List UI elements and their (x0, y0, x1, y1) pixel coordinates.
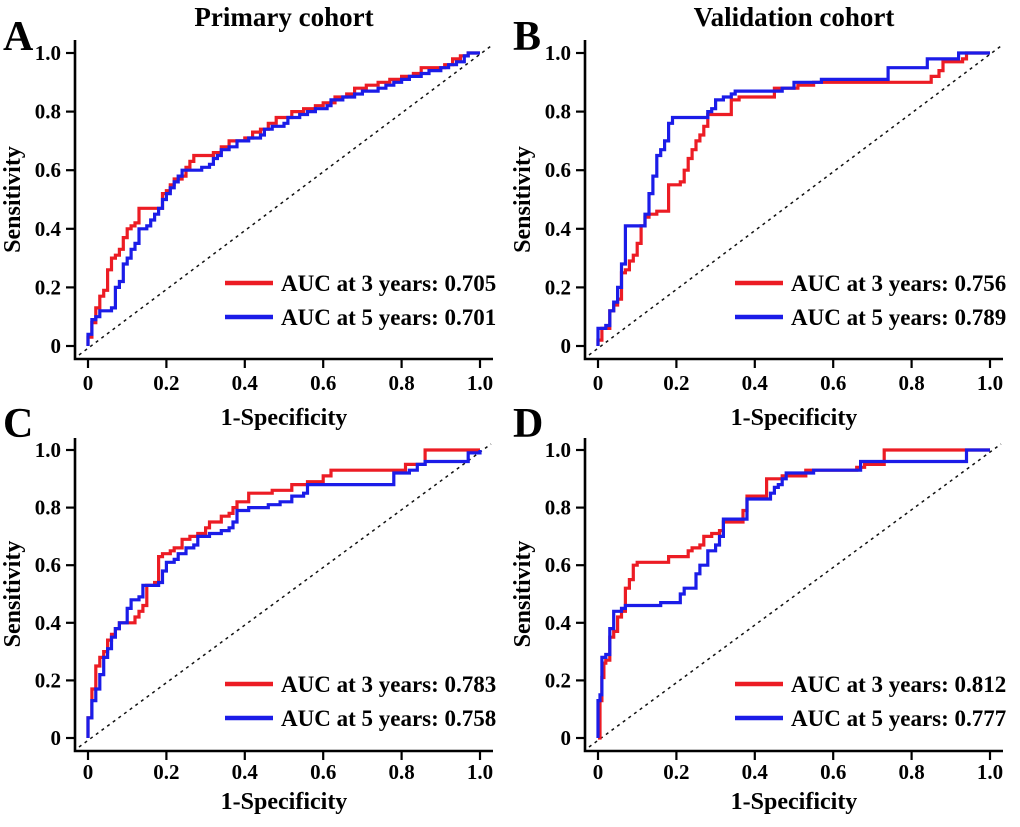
x-tick-label-B-0.6: 0.6 (820, 371, 846, 395)
legend-label-C-5yr: AUC at 5 years: 0.758 (281, 706, 496, 731)
roc-curve-A-3yr (86, 51, 480, 346)
panel-title-A: Primary cohort (194, 2, 373, 32)
y-tick-label-A-0.2: 0.2 (35, 275, 61, 299)
y-tick-label-D-0.8: 0.8 (545, 496, 571, 520)
x-tick-label-B-0.2: 0.2 (663, 371, 689, 395)
y-tick-label-D-1.0: 1.0 (545, 438, 571, 462)
y-tick-label-D-0.6: 0.6 (545, 553, 571, 577)
y-axis-label-C: Sensitivity (0, 541, 26, 648)
x-tick-label-A-0: 0 (83, 371, 94, 395)
x-axis-label-A: 1-Specificity (221, 405, 348, 431)
x-tick-label-B-0.4: 0.4 (742, 371, 769, 395)
x-tick-label-C-0.4: 0.4 (232, 760, 259, 784)
y-tick-label-C-0.6: 0.6 (35, 553, 61, 577)
panel-letter-A: A (3, 14, 34, 60)
y-tick-label-B-0.8: 0.8 (545, 100, 571, 124)
x-tick-label-A-0.6: 0.6 (310, 371, 336, 395)
axis-frame-D (583, 438, 1003, 753)
y-tick-label-A-0.8: 0.8 (35, 100, 61, 124)
y-tick-label-D-0: 0 (561, 726, 572, 750)
x-axis-label-C: 1-Specificity (221, 789, 348, 815)
y-tick-label-A-0.6: 0.6 (35, 158, 61, 182)
x-tick-label-B-0.8: 0.8 (898, 371, 924, 395)
panel-title-B: Validation cohort (694, 2, 895, 32)
x-tick-label-D-0.6: 0.6 (820, 760, 846, 784)
x-tick-label-C-1.0: 1.0 (467, 760, 493, 784)
legend-label-B-3yr: AUC at 3 years: 0.756 (791, 271, 1006, 296)
legend-label-D-5yr: AUC at 5 years: 0.777 (791, 706, 1006, 731)
x-tick-label-C-0: 0 (83, 760, 94, 784)
y-tick-label-B-0.2: 0.2 (545, 275, 571, 299)
roc-curve-C-5yr (86, 450, 482, 738)
x-axis-label-B: 1-Specificity (731, 405, 858, 431)
y-tick-label-D-0.2: 0.2 (545, 668, 571, 692)
legend-label-A-3yr: AUC at 3 years: 0.705 (281, 271, 496, 296)
y-tick-label-C-0.8: 0.8 (35, 496, 61, 520)
x-axis-label-D: 1-Specificity (731, 789, 858, 815)
roc-panel-C: C 0 0.2 0.4 0.6 0.8 1.0 0 0.2 0.4 0.6 0.8 1.0 1-Speci… (0, 401, 496, 815)
y-tick-label-B-0.6: 0.6 (545, 158, 571, 182)
roc-curve-A-5yr (86, 51, 480, 346)
y-tick-label-C-1.0: 1.0 (35, 438, 61, 462)
x-tick-label-D-0: 0 (593, 760, 604, 784)
x-tick-label-C-0.2: 0.2 (153, 760, 179, 784)
y-tick-label-C-0.4: 0.4 (35, 611, 62, 635)
x-tick-label-C-0.8: 0.8 (388, 760, 414, 784)
legend-label-B-5yr: AUC at 5 years: 0.789 (791, 305, 1006, 330)
y-axis-label-D: Sensitivity (510, 541, 536, 648)
x-tick-label-D-0.2: 0.2 (663, 760, 689, 784)
y-tick-label-A-0.4: 0.4 (35, 217, 62, 241)
diagonal-reference-D (588, 443, 1002, 748)
x-tick-label-B-1.0: 1.0 (977, 371, 1003, 395)
panel-letter-D: D (513, 401, 543, 447)
panel-letter-B: B (513, 14, 541, 60)
x-tick-label-A-0.8: 0.8 (388, 371, 414, 395)
x-tick-label-A-0.4: 0.4 (232, 371, 259, 395)
y-tick-label-B-0.4: 0.4 (545, 217, 572, 241)
diagonal-reference-C (78, 443, 492, 748)
x-tick-label-C-0.6: 0.6 (310, 760, 336, 784)
y-tick-label-C-0.2: 0.2 (35, 668, 61, 692)
x-tick-label-D-1.0: 1.0 (977, 760, 1003, 784)
x-tick-label-A-1.0: 1.0 (467, 371, 493, 395)
roc-panel-B: B Validation cohort 0 0.2 0.4 0.6 0.8 1.0 0 0.2 0.… (510, 2, 1006, 431)
y-tick-label-A-1.0: 1.0 (35, 41, 61, 65)
y-axis-label-B: Sensitivity (510, 146, 536, 253)
roc-panel-A: A Primary cohort 0 0.2 0.4 0.6 0.8 1.0 0 0.2 0.4 0.… (0, 2, 496, 431)
y-tick-label-D-0.4: 0.4 (545, 611, 572, 635)
x-tick-label-D-0.8: 0.8 (898, 760, 924, 784)
y-tick-label-B-0: 0 (561, 334, 572, 358)
axis-frame-C (73, 438, 493, 753)
roc-curve-B-5yr (596, 51, 990, 346)
y-tick-label-C-0: 0 (51, 726, 62, 750)
x-tick-label-B-0: 0 (593, 371, 604, 395)
axis-frame-B (583, 40, 1003, 361)
y-tick-label-A-0: 0 (51, 334, 62, 358)
roc-panel-D: D 0 0.2 0.4 0.6 0.8 1.0 0 0.2 0.4 0.6 0.8 1.0 1-Speci… (510, 401, 1006, 815)
legend-label-C-3yr: AUC at 3 years: 0.783 (281, 672, 496, 697)
legend-label-D-3yr: AUC at 3 years: 0.812 (791, 672, 1006, 697)
y-axis-label-A: Sensitivity (0, 146, 26, 253)
roc-curve-D-5yr (596, 448, 990, 738)
x-tick-label-D-0.4: 0.4 (742, 760, 769, 784)
axis-frame-A (73, 40, 493, 361)
panel-letter-C: C (3, 401, 33, 447)
y-tick-label-B-1.0: 1.0 (545, 41, 571, 65)
x-tick-label-A-0.2: 0.2 (153, 371, 179, 395)
diagonal-reference-B (588, 45, 1002, 356)
legend-label-A-5yr: AUC at 5 years: 0.701 (281, 305, 496, 330)
diagonal-reference-A (78, 45, 492, 356)
